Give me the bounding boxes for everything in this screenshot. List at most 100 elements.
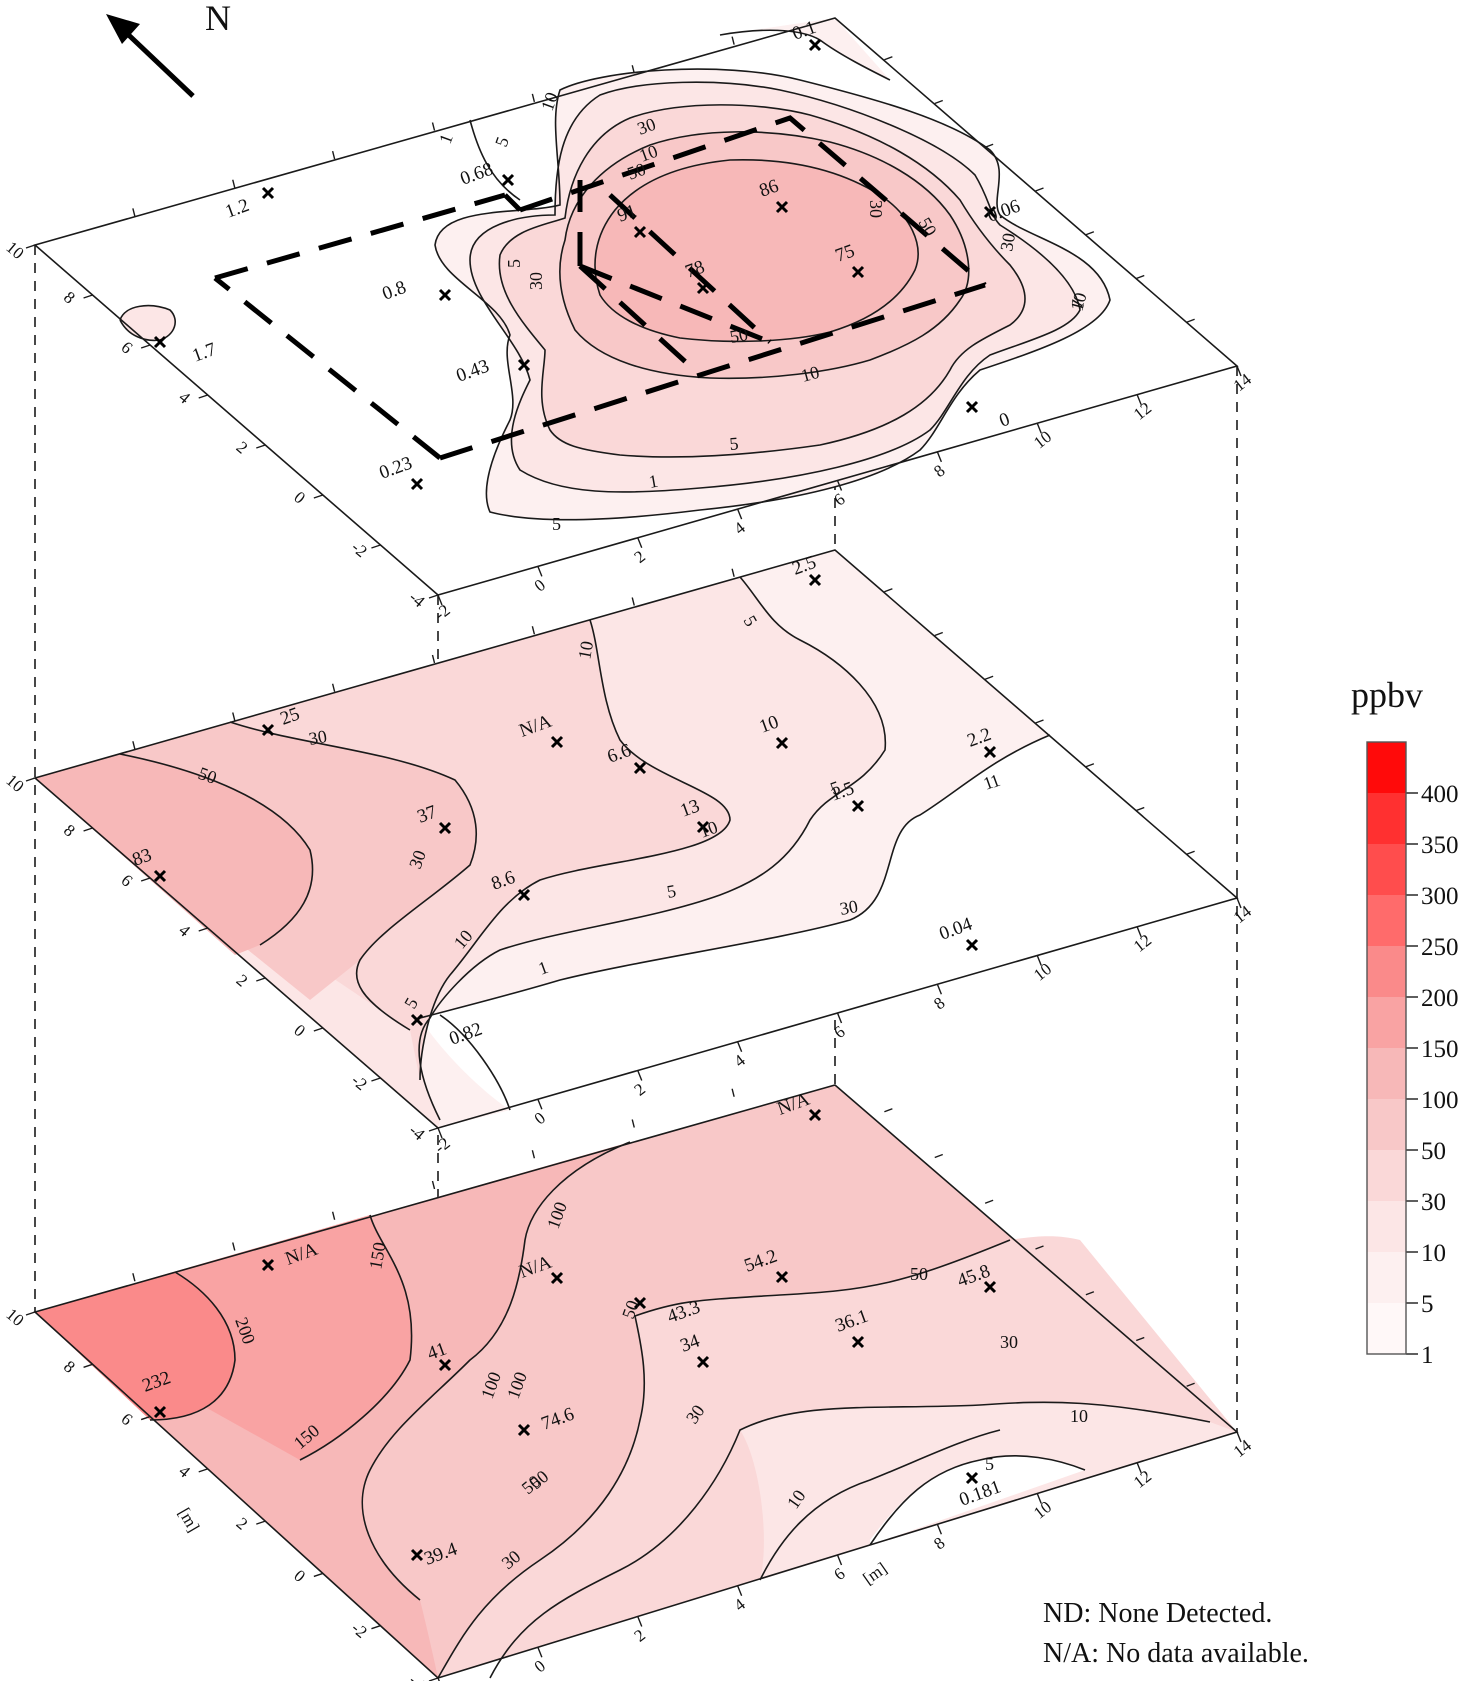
top-bottom-tick [836,480,843,491]
top-left-tick [140,344,151,349]
middle-point-marker-icon [633,761,647,775]
middle-back-tick [132,741,136,750]
legend-title: ppbv [1351,675,1423,715]
middle-bottom-tick-label: 0 [531,1108,549,1128]
middle-contour-5 [418,576,887,1121]
legend-labels: 400 350 300 250 200 150 100 50 30 10 5 1 [1406,781,1458,1369]
middle-left-tick-label: -2 [348,1071,371,1095]
middle-back-tick [331,683,336,692]
legend-label-11: 1 [1421,1342,1434,1369]
middle-point-marker-icon [983,745,997,759]
middle-bottom-tick [637,1070,643,1081]
middle-right-tick [984,675,994,680]
top-point-marker-icon [633,225,647,239]
top-right-tick [984,143,994,148]
middle-right-tick [1136,806,1145,812]
top-point-marker-icon [851,265,865,279]
top-left-tick [83,294,93,299]
middle-contour-label: 30 [405,848,430,872]
top-left-tick [428,594,439,599]
middle-bottom-tick [1136,926,1142,938]
top-outline-3 [578,264,702,377]
top-contour-fill-back [720,18,890,80]
bottom-bottom-tick [836,1554,843,1566]
middle-contour-1b [439,1014,511,1111]
top-bottom-tick-label: 12 [1130,398,1155,423]
bottom-left-tick [198,1468,208,1473]
bottom-right-tick [934,1153,943,1159]
top-left-tick [256,444,266,449]
top-bottom-tick-label: 4 [730,518,749,539]
middle-bottom-tick-label: 10 [1030,959,1055,984]
top-contour-label: 10 [537,90,562,114]
legend-swatch-8 [1367,1150,1406,1201]
middle-bottom-tick-label: 2 [631,1079,649,1099]
bottom-contour-200 [149,1271,236,1421]
north-arrow-head [106,14,140,44]
bottom-fill-5 [870,1455,1085,1545]
legend-swatch-4 [1367,946,1406,997]
top-back-tick [531,93,536,103]
top-back-tick [232,179,236,188]
bottom-point-marker-icon [153,1405,167,1419]
top-back-tick [331,150,336,160]
middle-bottom-tick [1236,897,1242,909]
legend-swatch-10 [1367,1252,1406,1303]
legend-label-3: 250 [1421,934,1458,961]
bottom-contour-label: 50 [618,1298,643,1322]
top-bottom-tick [1036,422,1042,434]
bottom-point-marker-icon [410,1548,424,1562]
top-left-tick [25,244,36,249]
middle-point-marker-icon [775,736,789,750]
bottom-point-marker-icon [550,1271,564,1285]
bottom-point-marker-icon [261,1258,275,1272]
top-bottom-tick [537,566,543,577]
bottom-right-tick [1186,1382,1195,1387]
top-point-marker-icon [501,173,515,187]
top-outline-4 [577,180,772,345]
legend-swatch-0 [1367,742,1406,793]
top-left-tick-label: 2 [233,438,252,458]
bottom-left-tick [25,1311,36,1316]
top-bottom-tick [936,451,943,463]
middle-point-marker-icon [517,888,531,902]
bottom-bottom-tick-label: 10 [1030,1497,1055,1522]
bottom-back-tick [331,1211,336,1220]
bottom-right-tick [884,1108,893,1113]
bottom-left-tick [256,1520,266,1525]
middle-point-marker-icon [438,821,452,835]
bottom-contour-label: 10 [1070,1406,1088,1426]
middle-bottom-tick [736,1041,743,1053]
top-contour-label: 30 [866,200,886,218]
bottom-right-tick [1136,1336,1145,1342]
top-bottom-tick [437,594,443,606]
north-arrow: N [106,0,231,98]
top-contour-corner [119,304,176,342]
bottom-bottom-tick [1236,1431,1242,1443]
middle-point-marker-icon [851,799,865,813]
middle-left-tick-label: 10 [2,771,27,796]
bottom-back-tick [531,1150,536,1159]
top-contour-5 [469,81,1081,493]
middle-contour-label: 5 [665,881,677,902]
top-contour-label: 30 [996,231,1019,252]
legend-label-7: 50 [1421,1138,1446,1165]
top-point-marker-icon [965,400,979,414]
middle-left-tick-label: -4 [405,1121,428,1145]
top-bottom-tick [1136,394,1142,405]
bottom-back-tick [132,1273,136,1282]
top-bottom-tick-label: 14 [1230,369,1255,395]
legend-swatch-9 [1367,1201,1406,1252]
middle-right-tick [934,631,943,637]
legend-swatch-6 [1367,1048,1406,1099]
top-point-marker-icon [808,38,822,52]
legend-label-1: 350 [1421,832,1458,859]
north-label: N [205,0,231,38]
bottom-point-marker-icon [775,1270,789,1284]
middle-left-tick [140,877,151,882]
top-back-tick [731,36,735,45]
middle-point-marker-icon [261,723,275,737]
middle-contour-label: 10 [574,639,597,660]
top-left-tick [371,544,381,549]
legend-swatch-11 [1367,1303,1406,1354]
